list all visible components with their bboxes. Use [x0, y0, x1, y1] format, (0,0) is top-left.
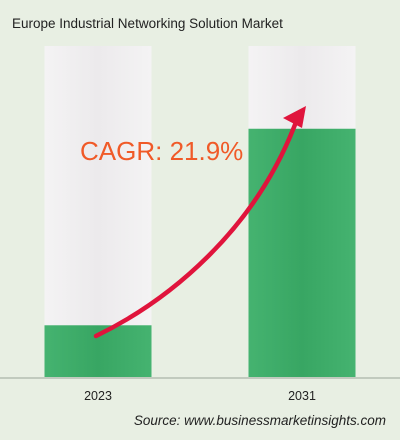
- cagr-arrowhead: [283, 106, 306, 128]
- cagr-arrow: [93, 119, 299, 339]
- cagr-annotation: CAGR: 21.9%: [80, 136, 243, 166]
- source-credit: Source: www.businessmarketinsights.com: [133, 413, 386, 428]
- x-tick-label-2031: 2031: [288, 389, 316, 403]
- x-tick-label-2023: 2023: [84, 389, 112, 403]
- chart-title: Europe Industrial Networking Solution Ma…: [12, 16, 283, 31]
- bar-track-2023: [44, 46, 152, 377]
- bar-2031: [248, 128, 356, 377]
